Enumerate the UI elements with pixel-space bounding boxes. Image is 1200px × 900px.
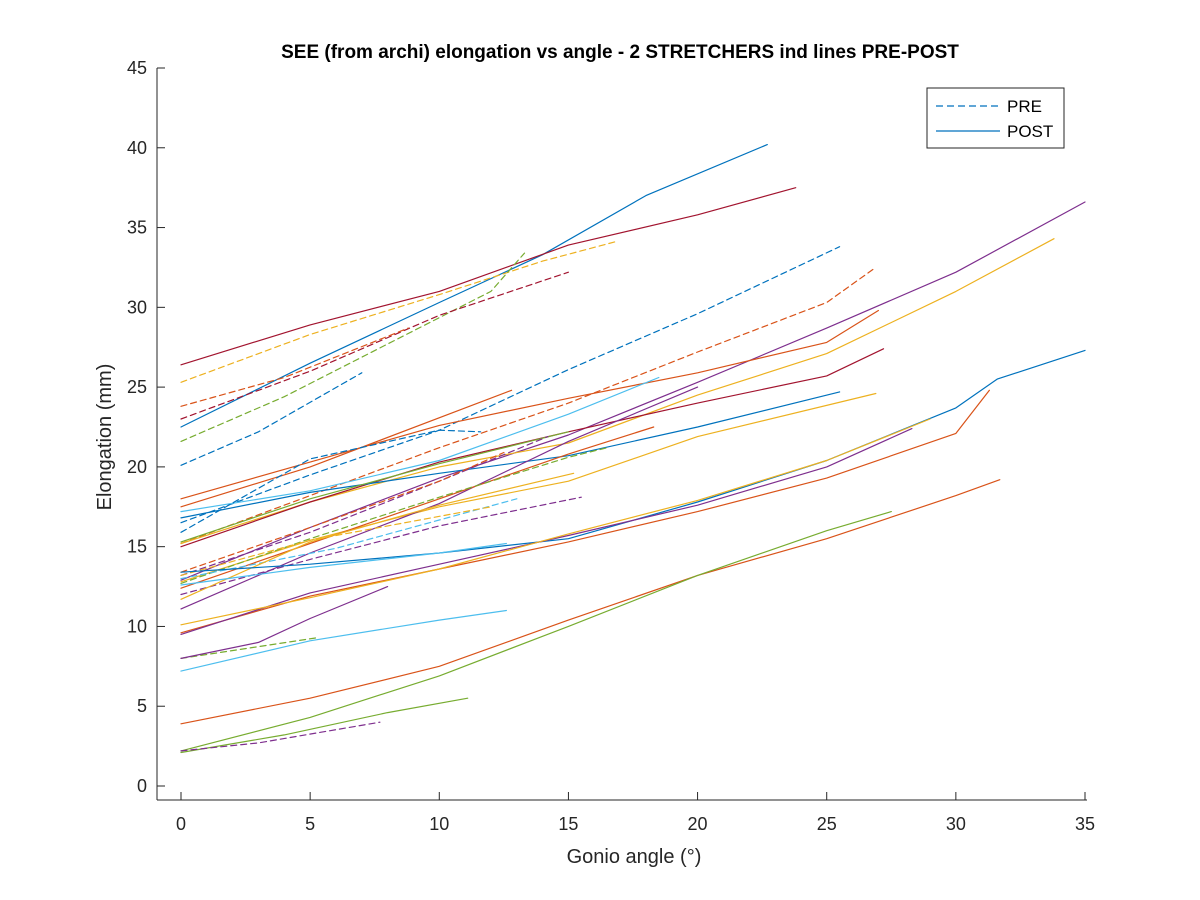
y-tick-label-0: 0 <box>137 776 147 796</box>
x-tick-label-0: 0 <box>176 814 186 834</box>
legend-box <box>926 87 1065 149</box>
legend-pre-label: PRE <box>1007 97 1042 116</box>
y-tick-label-20: 20 <box>127 457 147 477</box>
series-line-36-post <box>180 585 389 660</box>
series-line-2-post <box>180 144 768 428</box>
axes: 0 5 10 15 20 25 30 35 0 5 10 15 20 25 30 35 40 45 <box>127 58 1095 834</box>
series-line-29-post <box>180 349 1086 573</box>
series-line-32-post <box>180 418 931 626</box>
y-axis-label: Elongation (mm) <box>94 364 116 511</box>
series-line-15-post <box>180 392 877 583</box>
series-line-22-pre <box>180 447 608 585</box>
legend-post-label: POST <box>1007 122 1053 141</box>
series-line-21-pre <box>180 436 549 577</box>
y-tick-label-10: 10 <box>127 616 147 636</box>
y-tick-label-25: 25 <box>127 377 147 397</box>
x-tick-label-20: 20 <box>688 814 708 834</box>
series-line-5-pre <box>180 252 526 442</box>
series-line-35-pre <box>180 636 319 660</box>
series-line-39-post <box>180 697 469 754</box>
y-tick-label-45: 45 <box>127 58 147 78</box>
series-line-30-post <box>180 389 991 634</box>
series-line-6-pre <box>180 271 570 420</box>
series-line-38-post <box>180 511 892 752</box>
series-line-34-post <box>180 609 507 672</box>
series-line-3-post <box>180 187 797 366</box>
series-line-17-post <box>180 376 660 513</box>
series-line-20-post <box>180 426 655 589</box>
series-line-16-post <box>180 389 513 508</box>
series-line-33-post <box>180 542 507 586</box>
y-tick-label-15: 15 <box>127 537 147 557</box>
series-line-11-post <box>180 238 1055 545</box>
x-tick-label-10: 10 <box>429 814 449 834</box>
x-tick-label-15: 15 <box>558 814 578 834</box>
series-line-14-post <box>180 391 841 519</box>
series-line-31-post <box>180 428 913 636</box>
y-tick-label-35: 35 <box>127 218 147 238</box>
x-axis-label: Gonio angle (°) <box>567 846 702 868</box>
x-tick-label-25: 25 <box>817 814 837 834</box>
x-tick-label-35: 35 <box>1075 814 1095 834</box>
series-line-12-post <box>180 309 880 500</box>
x-tick-label-30: 30 <box>946 814 966 834</box>
series-line-26-pre <box>180 429 482 533</box>
legend: PRE POST <box>926 87 1065 149</box>
y-tick-label-30: 30 <box>127 297 147 317</box>
series-line-28-post <box>180 472 575 600</box>
series-line-9-pre <box>180 266 877 545</box>
y-tick-label-5: 5 <box>137 696 147 716</box>
x-tick-label-5: 5 <box>305 814 315 834</box>
series-line-18-post <box>180 386 699 610</box>
series-line-40-pre <box>180 721 381 752</box>
series-line-23-pre <box>180 451 505 573</box>
series-line-8-pre <box>180 246 841 524</box>
series-line-4-pre <box>180 241 616 383</box>
y-tick-label-40: 40 <box>127 138 147 158</box>
series-line-7-pre <box>180 327 409 407</box>
series-line-27-pre <box>180 506 492 577</box>
series-lines <box>180 144 1086 754</box>
series-line-1-pre <box>180 372 363 466</box>
series-line-37-post <box>180 479 1001 725</box>
chart-title: SEE (from archi) elongation vs angle - 2… <box>281 42 959 63</box>
series-line-19-post <box>180 431 570 543</box>
series-line-24-pre <box>180 496 582 596</box>
